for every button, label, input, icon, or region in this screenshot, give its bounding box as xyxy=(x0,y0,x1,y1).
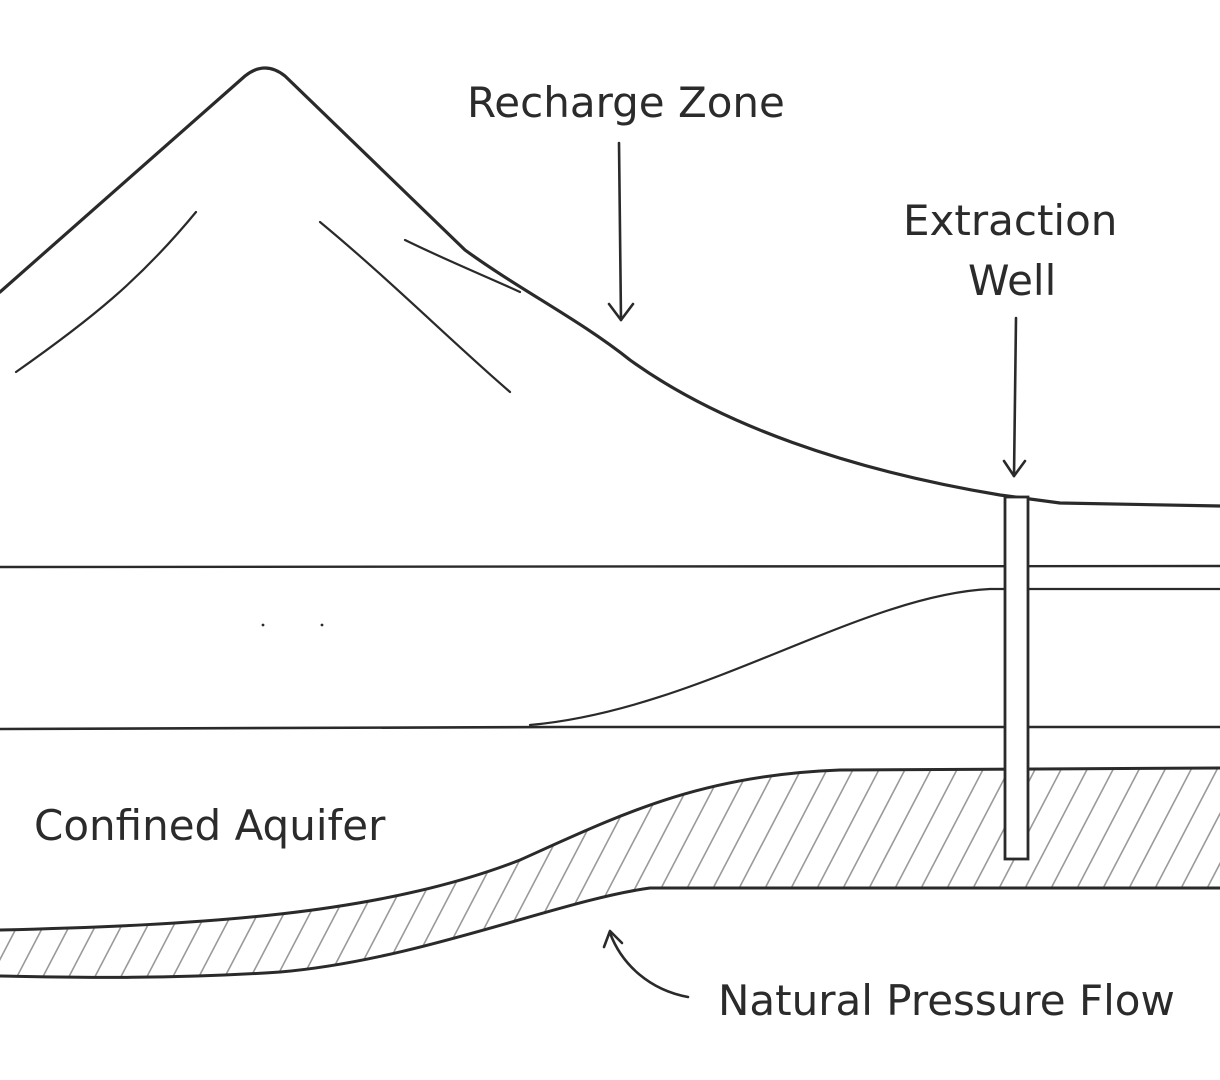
mountain-ridge-line-left xyxy=(14,210,198,374)
hatch-stroke xyxy=(1049,768,1171,978)
hatch-stroke xyxy=(0,768,79,978)
hatch-stroke xyxy=(685,768,807,978)
extraction-well-arrow-head xyxy=(1002,459,1027,478)
extraction-well-label-line2: Well xyxy=(968,256,1057,305)
hatch-stroke xyxy=(191,768,313,978)
hatch-stroke xyxy=(243,768,365,978)
extraction-well-arrow-shaft xyxy=(1012,316,1018,478)
hatch-stroke xyxy=(1153,768,1220,978)
pressure-flow-arrow-curve xyxy=(608,931,690,999)
hatch-stroke xyxy=(139,768,261,978)
hatch-stroke xyxy=(165,768,287,978)
hatch-stroke xyxy=(113,768,235,978)
marker-dot-1 xyxy=(261,623,265,627)
hatch-stroke xyxy=(529,768,651,978)
ground-surface-line xyxy=(0,66,1220,508)
hatch-stroke xyxy=(399,768,521,978)
hatch-stroke xyxy=(217,768,339,978)
extraction-well-label-line1: Extraction xyxy=(903,196,1118,245)
hatch-stroke xyxy=(451,768,573,978)
hatch-stroke xyxy=(607,768,729,978)
hatch-stroke xyxy=(503,768,625,978)
hatch-stroke xyxy=(867,768,989,978)
pressure-flow-arrow-head xyxy=(602,929,624,949)
hatch-stroke xyxy=(971,768,1093,978)
hatch-stroke xyxy=(1075,768,1197,978)
hatch-stroke xyxy=(633,768,755,978)
hatch-stroke xyxy=(1101,768,1220,978)
hatch-stroke xyxy=(1205,768,1220,978)
hatch-stroke xyxy=(1127,768,1220,978)
hatch-stroke xyxy=(0,768,53,978)
hatch-stroke xyxy=(87,768,209,978)
recharge-zone-label: Recharge Zone xyxy=(467,78,785,127)
recharge-zone-arrow-head xyxy=(607,302,635,322)
hatch-stroke xyxy=(737,768,859,978)
hatch-stroke xyxy=(9,768,131,978)
hatch-stroke xyxy=(1023,768,1145,978)
hatch-stroke xyxy=(789,768,911,978)
hatch-stroke xyxy=(477,768,599,978)
aquifer-upper-boundary xyxy=(0,766,1220,932)
hatch-stroke xyxy=(425,768,547,978)
water-table-curve xyxy=(528,587,1220,727)
confining-layer-hatching xyxy=(0,768,1220,978)
hatch-stroke xyxy=(711,768,833,978)
hatch-stroke xyxy=(295,768,417,978)
confined-aquifer-label: Confined Aquifer xyxy=(34,801,386,850)
hatch-stroke xyxy=(841,768,963,978)
aquifer-lower-boundary xyxy=(0,886,1220,979)
upper-stratum-line xyxy=(0,564,1220,569)
hatch-stroke xyxy=(555,768,677,978)
hatch-stroke xyxy=(61,768,183,978)
hatch-stroke xyxy=(893,768,1015,978)
mountain-ridge-line-right xyxy=(403,238,522,294)
recharge-zone-arrow-shaft xyxy=(617,141,623,322)
marker-dot-2 xyxy=(320,623,324,627)
hatch-stroke xyxy=(815,768,937,978)
hatch-stroke xyxy=(35,768,157,978)
hatch-stroke xyxy=(0,768,27,978)
hatch-stroke xyxy=(763,768,885,978)
hatch-stroke xyxy=(0,768,105,978)
hatch-stroke xyxy=(269,768,391,978)
middle-stratum-line xyxy=(0,725,1220,731)
hatch-stroke xyxy=(347,768,469,978)
extraction-well-pipe xyxy=(1003,495,1030,861)
mountain-ridge-line-center xyxy=(318,220,512,394)
natural-pressure-flow-label: Natural Pressure Flow xyxy=(718,976,1175,1025)
